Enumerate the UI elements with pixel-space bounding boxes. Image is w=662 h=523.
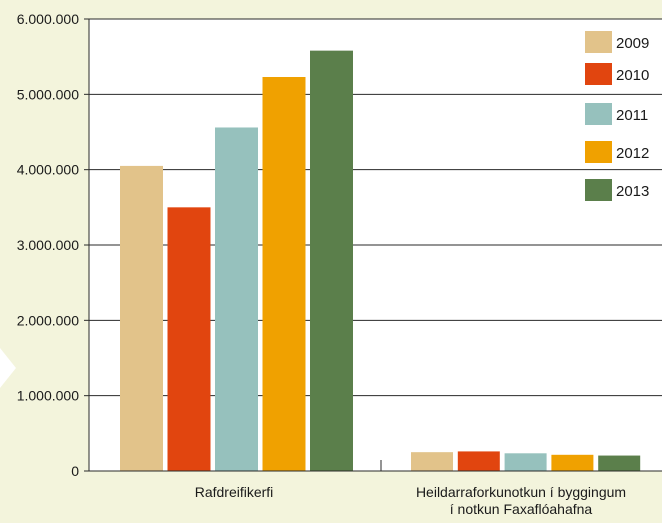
y-tick-label: 3.000.000 [17, 237, 79, 253]
bar-2011-category-2 [504, 453, 547, 471]
legend-swatch-2013 [585, 179, 612, 201]
legend-swatch-2011 [585, 103, 612, 125]
x-category-label-line: Heildarraforkunotkun í byggingum [416, 484, 626, 500]
y-tick-label: 0 [71, 463, 79, 479]
labels: 0 1.000.000 2.000.000 3.000.000 4.000.000 5.0… [17, 11, 626, 517]
x-category-label: Heildarraforkunotkun í byggingum í notkun… [416, 484, 626, 517]
legend-label-2009: 2009 [616, 35, 649, 52]
y-tick-label: 6.000.000 [17, 11, 79, 27]
legend-swatch-2012 [585, 141, 612, 163]
bar-2010-category-2 [457, 451, 500, 471]
y-tick-label: 2.000.000 [17, 312, 79, 328]
bars [120, 50, 641, 472]
bar-2011-category-1 [215, 127, 258, 471]
legend: 2009 2010 2011 2012 2013 [585, 31, 649, 201]
bar-2012-category-1 [262, 77, 306, 472]
legend-label-2011: 2011 [616, 107, 648, 124]
y-tick-label: 1.000.000 [17, 388, 79, 404]
axes [84, 18, 662, 472]
x-category-label-line: Rafdreifikerfi [195, 484, 274, 500]
legend-label-2013: 2013 [616, 183, 649, 200]
x-category-label-line: í notkun Faxaflóahafna [450, 501, 593, 517]
legend-swatch-2009 [585, 31, 612, 53]
bar-2010-category-1 [167, 207, 211, 472]
bar-2009-category-2 [411, 452, 453, 471]
legend-label-2010: 2010 [616, 67, 649, 84]
x-category-label: Rafdreifikerfi [195, 484, 274, 500]
bar-2012-category-2 [551, 454, 594, 471]
bar-2009-category-1 [120, 165, 163, 471]
decorative-arrow-icon [0, 348, 16, 388]
legend-swatch-2010 [585, 63, 612, 85]
y-tick-label: 5.000.000 [17, 86, 79, 102]
bar-2013-category-2 [598, 455, 641, 471]
legend-label-2012: 2012 [616, 145, 649, 162]
bar-2013-category-1 [310, 50, 353, 471]
y-tick-label: 4.000.000 [17, 162, 79, 178]
